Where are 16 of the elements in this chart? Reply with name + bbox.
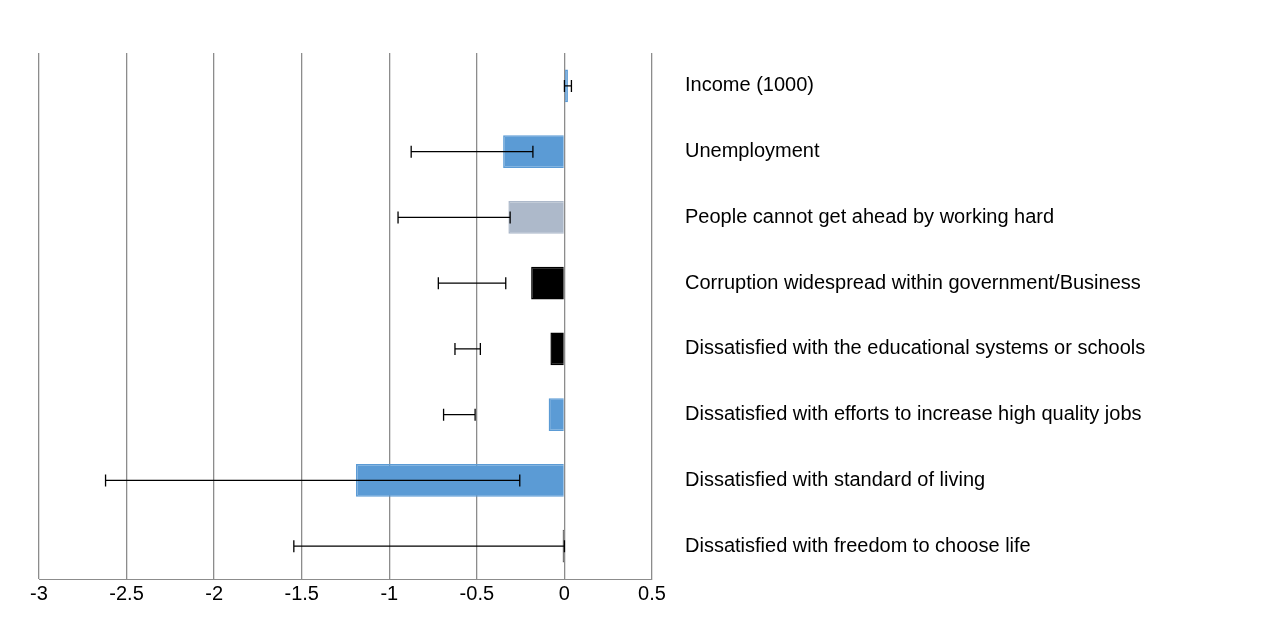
x-tick-label: -0.5 [459,581,495,604]
x-tick-label: -2.5 [109,581,144,604]
x-tick-label: 0.5 [638,581,666,604]
x-tick-label: -1.5 [284,581,319,604]
y-tick-label: Dissatisfied with efforts to increase high quality jobs [685,402,1142,425]
y-tick-label: Dissatisfied with the educational systems or schools [685,336,1146,359]
y-tick-label: Unemployment [685,139,820,162]
x-tick-label: -3 [30,581,48,604]
y-tick-label: People cannot get ahead by working hard [685,204,1055,227]
y-tick-label: Corruption widespread within government/Business [685,270,1141,293]
y-tick-label: Dissatisfied with freedom to choose life [685,533,1031,556]
x-tick-label: 0 [558,581,570,604]
y-tick-label: Income (1000) [685,73,814,96]
y-tick-label: Dissatisfied with standard of living [685,467,986,490]
x-tick-label: -2 [205,581,224,604]
x-tick-label: -1 [380,581,399,604]
